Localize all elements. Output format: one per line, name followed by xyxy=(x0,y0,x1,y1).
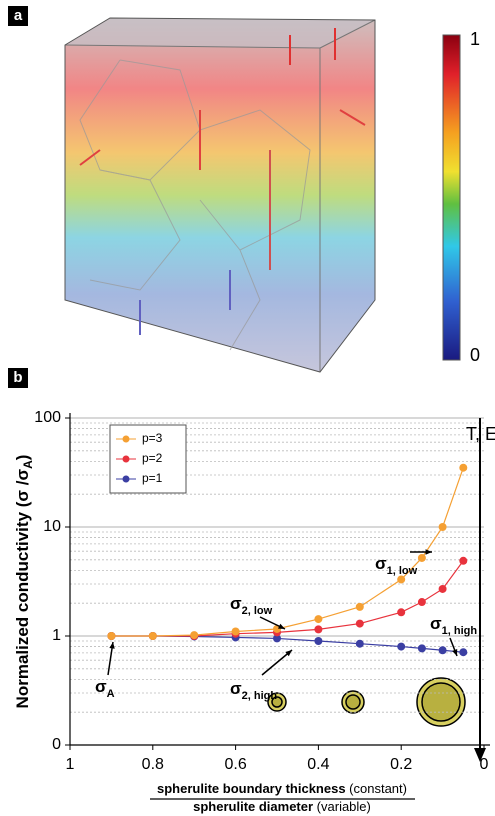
data-point xyxy=(459,556,468,565)
arrow-head xyxy=(452,649,458,656)
x-tick-label: 0.4 xyxy=(307,756,329,773)
x-tick-label: 0.2 xyxy=(390,756,412,773)
x-label-bold: spherulite boundary thickness xyxy=(157,781,346,796)
panel-label-bg xyxy=(8,6,28,26)
annotation-symbol: σ xyxy=(375,554,387,573)
data-point xyxy=(231,627,240,636)
annotation-sub: 1, low xyxy=(387,565,418,577)
y-axis-label: Normalized conductivity (σ /σA) xyxy=(13,455,35,709)
annotation-arrow xyxy=(261,649,293,676)
annotation-symbol: σ xyxy=(230,594,242,613)
legend-label: p=2 xyxy=(142,451,163,465)
data-point xyxy=(314,615,323,624)
legend-label: p=3 xyxy=(142,431,163,445)
box-top xyxy=(65,18,375,48)
annotation: σ2, high xyxy=(230,679,277,701)
data-point xyxy=(107,632,116,640)
te-arrow-head xyxy=(474,748,486,762)
y-tick-label: 10 xyxy=(43,518,61,535)
x-tick-label: 0 xyxy=(480,756,489,773)
y-tick-label: 1 xyxy=(52,627,61,644)
y-tick-label: 0 xyxy=(52,736,61,753)
legend-marker xyxy=(122,455,130,463)
data-point xyxy=(314,636,323,645)
data-point xyxy=(355,602,364,611)
annotation-symbol: σ xyxy=(230,679,242,698)
panel-b: b xyxy=(8,368,466,727)
annotation-sub: 2, low xyxy=(242,605,273,617)
data-point xyxy=(355,619,364,628)
data-point xyxy=(459,463,468,472)
arrow-head xyxy=(109,642,115,649)
data-point xyxy=(417,598,426,607)
x-label-rest: (constant) xyxy=(346,781,407,796)
data-point xyxy=(417,644,426,653)
annotation-sub: A xyxy=(107,688,115,700)
colorbar-tick: 0 xyxy=(470,345,480,365)
arrow-head xyxy=(285,650,292,657)
data-point xyxy=(397,575,406,584)
data-point xyxy=(417,553,426,562)
y-label-end: ) xyxy=(13,455,32,461)
annotation: σA xyxy=(95,677,115,699)
x-axis-label: spherulite diameter (variable) xyxy=(193,799,371,814)
box-outline xyxy=(64,17,376,373)
annotation: σ1, low xyxy=(375,554,418,576)
spherulite-icons xyxy=(267,677,466,727)
x-tick-label: 1 xyxy=(66,756,75,773)
data-point xyxy=(438,646,447,655)
data-point xyxy=(148,632,157,640)
panel-label-bg xyxy=(8,368,28,388)
box xyxy=(65,18,375,372)
data-point xyxy=(355,639,364,648)
annotation-symbol: σ xyxy=(430,614,442,633)
annotation-sub: 2, high xyxy=(242,690,278,702)
annotation: σ2, low xyxy=(230,594,273,616)
annotation-sub: 1, high xyxy=(442,625,478,637)
field-arrows xyxy=(79,28,366,335)
colorbar xyxy=(442,34,461,361)
spherulite-walls xyxy=(79,59,311,351)
legend-marker xyxy=(122,435,130,443)
data-point xyxy=(190,631,199,640)
panel-label: a xyxy=(14,7,23,24)
arrow-head xyxy=(278,623,285,629)
box-edge xyxy=(319,19,376,49)
data-point xyxy=(273,634,281,643)
x-label-bold: spherulite diameter xyxy=(193,799,313,814)
arrow-head xyxy=(425,549,432,555)
x-axis-label: spherulite boundary thickness (constant) xyxy=(157,781,407,796)
x-tick-label: 0.8 xyxy=(142,756,164,773)
data-point xyxy=(314,625,323,634)
data-point xyxy=(397,642,406,651)
data-point xyxy=(459,648,468,657)
colorbar-tick: 1 xyxy=(470,29,480,49)
legend-marker xyxy=(122,475,130,483)
data-point xyxy=(397,608,406,617)
y-label-sub: A xyxy=(21,460,35,469)
panel-a: a 1 0 xyxy=(8,6,480,373)
annotation-symbol: σ xyxy=(95,677,107,696)
legend-label: p=1 xyxy=(142,471,163,485)
annotation: σ1, high xyxy=(430,614,477,636)
x-label-rest: (variable) xyxy=(313,799,371,814)
data-point xyxy=(438,584,447,593)
series-line xyxy=(111,635,464,653)
panel-label: b xyxy=(13,369,22,386)
y-label-text: Normalized conductivity (σ /σ xyxy=(13,469,32,709)
data-point xyxy=(438,523,447,531)
y-tick-label: 100 xyxy=(34,409,61,426)
x-tick-label: 0.6 xyxy=(224,756,246,773)
